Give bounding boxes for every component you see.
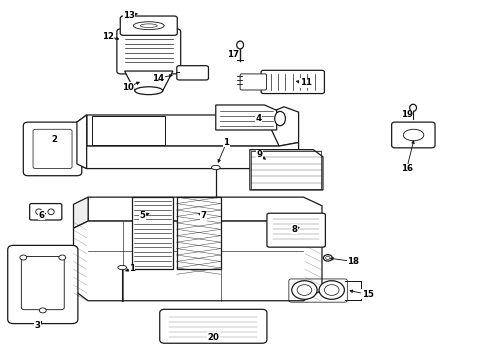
Ellipse shape bbox=[237, 41, 244, 49]
Ellipse shape bbox=[140, 24, 157, 27]
Ellipse shape bbox=[36, 209, 42, 215]
Text: 2: 2 bbox=[51, 135, 57, 144]
Polygon shape bbox=[77, 115, 87, 151]
Text: 19: 19 bbox=[401, 111, 413, 120]
FancyBboxPatch shape bbox=[120, 16, 177, 35]
Polygon shape bbox=[74, 221, 322, 301]
Text: 5: 5 bbox=[140, 211, 146, 220]
Ellipse shape bbox=[20, 255, 27, 260]
FancyBboxPatch shape bbox=[117, 29, 181, 74]
Text: 15: 15 bbox=[362, 290, 374, 299]
Text: 12: 12 bbox=[101, 32, 114, 41]
Text: 20: 20 bbox=[207, 333, 219, 342]
FancyBboxPatch shape bbox=[22, 256, 64, 310]
FancyBboxPatch shape bbox=[33, 129, 72, 168]
Text: 4: 4 bbox=[256, 114, 262, 123]
Ellipse shape bbox=[135, 87, 163, 95]
Text: 17: 17 bbox=[227, 50, 239, 59]
Text: 1: 1 bbox=[223, 138, 229, 147]
Ellipse shape bbox=[323, 255, 332, 261]
Ellipse shape bbox=[275, 111, 286, 126]
Ellipse shape bbox=[319, 281, 344, 299]
Ellipse shape bbox=[292, 281, 317, 299]
Polygon shape bbox=[124, 71, 173, 91]
Ellipse shape bbox=[297, 285, 312, 296]
Text: 6: 6 bbox=[38, 211, 44, 220]
Text: 18: 18 bbox=[347, 257, 359, 266]
FancyBboxPatch shape bbox=[267, 213, 325, 247]
FancyBboxPatch shape bbox=[8, 246, 78, 324]
Polygon shape bbox=[87, 115, 279, 146]
Bar bbox=[132, 197, 173, 269]
FancyBboxPatch shape bbox=[24, 122, 82, 176]
Ellipse shape bbox=[48, 209, 54, 215]
Ellipse shape bbox=[324, 285, 339, 296]
Polygon shape bbox=[88, 197, 322, 221]
Text: 1: 1 bbox=[129, 264, 135, 273]
FancyBboxPatch shape bbox=[261, 70, 324, 94]
FancyBboxPatch shape bbox=[177, 66, 208, 80]
Bar bbox=[177, 197, 220, 269]
Polygon shape bbox=[77, 143, 298, 168]
Polygon shape bbox=[92, 116, 165, 145]
Text: 3: 3 bbox=[35, 321, 41, 330]
Ellipse shape bbox=[39, 308, 46, 313]
Polygon shape bbox=[265, 107, 298, 146]
FancyBboxPatch shape bbox=[160, 309, 267, 343]
Ellipse shape bbox=[211, 165, 220, 170]
Ellipse shape bbox=[118, 265, 126, 270]
Ellipse shape bbox=[403, 129, 424, 141]
FancyBboxPatch shape bbox=[30, 203, 62, 220]
Text: 11: 11 bbox=[300, 78, 312, 87]
FancyBboxPatch shape bbox=[240, 74, 267, 90]
Polygon shape bbox=[216, 105, 277, 130]
Ellipse shape bbox=[133, 22, 164, 30]
Text: 16: 16 bbox=[401, 164, 413, 173]
Text: 8: 8 bbox=[292, 225, 298, 234]
Text: 10: 10 bbox=[122, 83, 134, 92]
Text: 14: 14 bbox=[152, 74, 164, 83]
Text: 7: 7 bbox=[200, 211, 207, 220]
Ellipse shape bbox=[326, 256, 330, 260]
Text: 13: 13 bbox=[123, 11, 135, 20]
FancyBboxPatch shape bbox=[392, 122, 435, 148]
Ellipse shape bbox=[59, 255, 66, 260]
Ellipse shape bbox=[410, 104, 416, 111]
Polygon shape bbox=[77, 115, 87, 168]
Polygon shape bbox=[74, 197, 88, 228]
Polygon shape bbox=[250, 150, 323, 190]
Text: 9: 9 bbox=[257, 150, 263, 159]
